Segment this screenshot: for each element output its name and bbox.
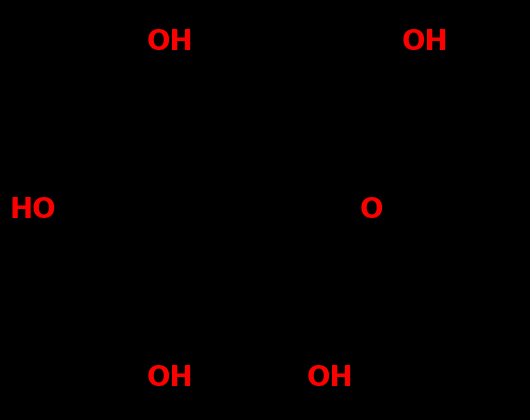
Text: HO: HO xyxy=(10,196,57,224)
Text: OH: OH xyxy=(147,28,193,56)
Text: OH: OH xyxy=(401,28,448,56)
Text: OH: OH xyxy=(307,364,354,392)
Text: O: O xyxy=(360,196,384,224)
Text: OH: OH xyxy=(147,364,193,392)
